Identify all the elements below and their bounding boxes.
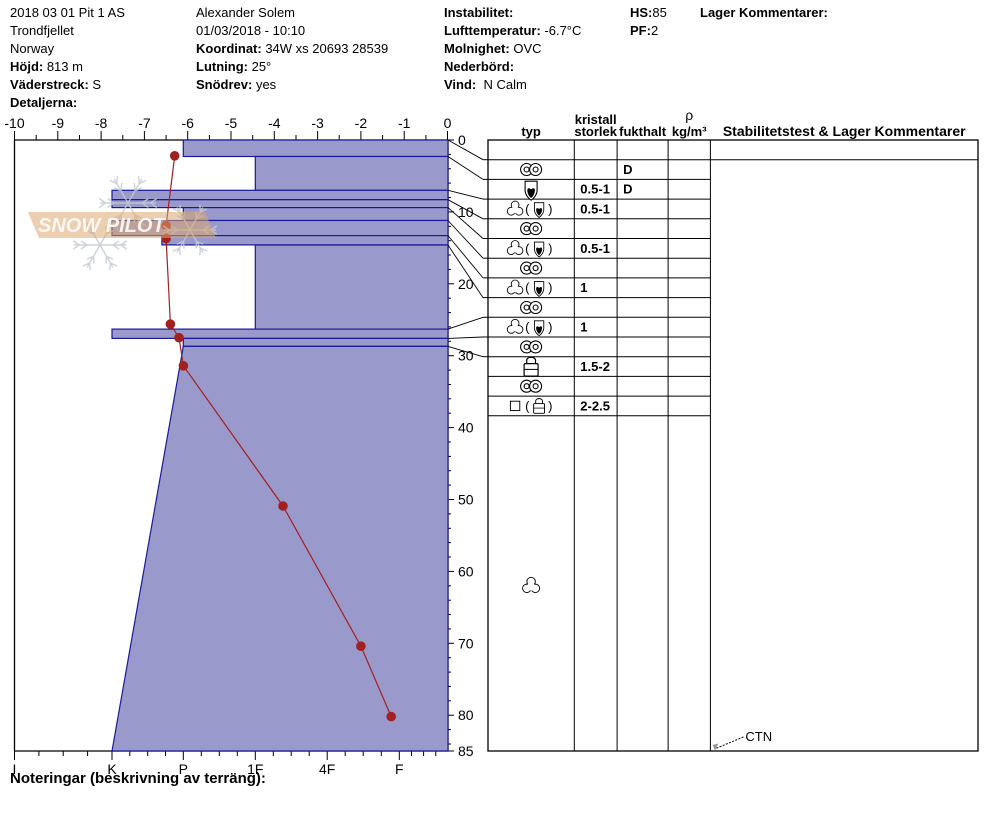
svg-text:): ) xyxy=(548,280,552,295)
svg-text:40: 40 xyxy=(458,420,474,436)
svg-text:typ: typ xyxy=(521,124,541,139)
svg-text:(: ( xyxy=(525,241,530,256)
svg-text:storlek: storlek xyxy=(574,124,617,139)
svg-text:kg/m³: kg/m³ xyxy=(672,124,707,139)
svg-text:CTN: CTN xyxy=(745,729,772,744)
svg-text:ρ: ρ xyxy=(685,107,693,123)
svg-text:Stabilitetstest & Lager Kommen: Stabilitetstest & Lager Kommentarer xyxy=(723,123,966,139)
svg-text:-3: -3 xyxy=(311,115,324,131)
svg-text:-5: -5 xyxy=(225,115,238,131)
svg-text:): ) xyxy=(548,398,552,413)
svg-text:0.5-1: 0.5-1 xyxy=(580,182,610,197)
svg-text:F: F xyxy=(395,761,404,777)
svg-text:0: 0 xyxy=(444,115,452,131)
svg-text:-4: -4 xyxy=(268,115,281,131)
svg-text:(: ( xyxy=(525,398,530,413)
svg-text:-10: -10 xyxy=(4,115,24,131)
svg-text:4F: 4F xyxy=(319,761,335,777)
svg-text:(: ( xyxy=(525,201,530,216)
svg-text:(: ( xyxy=(525,280,530,295)
svg-text:0: 0 xyxy=(458,132,466,148)
svg-text:-1: -1 xyxy=(398,115,411,131)
svg-text:80: 80 xyxy=(458,707,474,723)
svg-text:-7: -7 xyxy=(138,115,151,131)
svg-text:D: D xyxy=(623,162,632,177)
svg-text:0.5-1: 0.5-1 xyxy=(580,241,610,256)
svg-text:): ) xyxy=(548,320,552,335)
svg-text:-6: -6 xyxy=(181,115,194,131)
svg-text:D: D xyxy=(623,182,632,197)
svg-text:1: 1 xyxy=(580,280,587,295)
svg-text:SNOW PILOT: SNOW PILOT xyxy=(38,215,166,237)
svg-text:2-2.5: 2-2.5 xyxy=(580,398,610,413)
svg-text:): ) xyxy=(548,201,552,216)
svg-text:1: 1 xyxy=(580,320,587,335)
svg-text:-9: -9 xyxy=(52,115,65,131)
svg-text:50: 50 xyxy=(458,492,474,508)
svg-text:1.5-2: 1.5-2 xyxy=(580,359,610,374)
svg-text:(: ( xyxy=(525,320,530,335)
svg-text:Noteringar (beskrivning av ter: Noteringar (beskrivning av terräng): xyxy=(10,770,266,787)
svg-text:-8: -8 xyxy=(95,115,108,131)
svg-text:60: 60 xyxy=(458,563,474,579)
svg-text:): ) xyxy=(548,241,552,256)
svg-text:fukthalt: fukthalt xyxy=(619,124,667,139)
svg-text:20: 20 xyxy=(458,276,474,292)
svg-text:0.5-1: 0.5-1 xyxy=(580,201,610,216)
svg-text:-2: -2 xyxy=(355,115,368,131)
svg-text:70: 70 xyxy=(458,635,474,651)
svg-text:85: 85 xyxy=(458,743,474,759)
